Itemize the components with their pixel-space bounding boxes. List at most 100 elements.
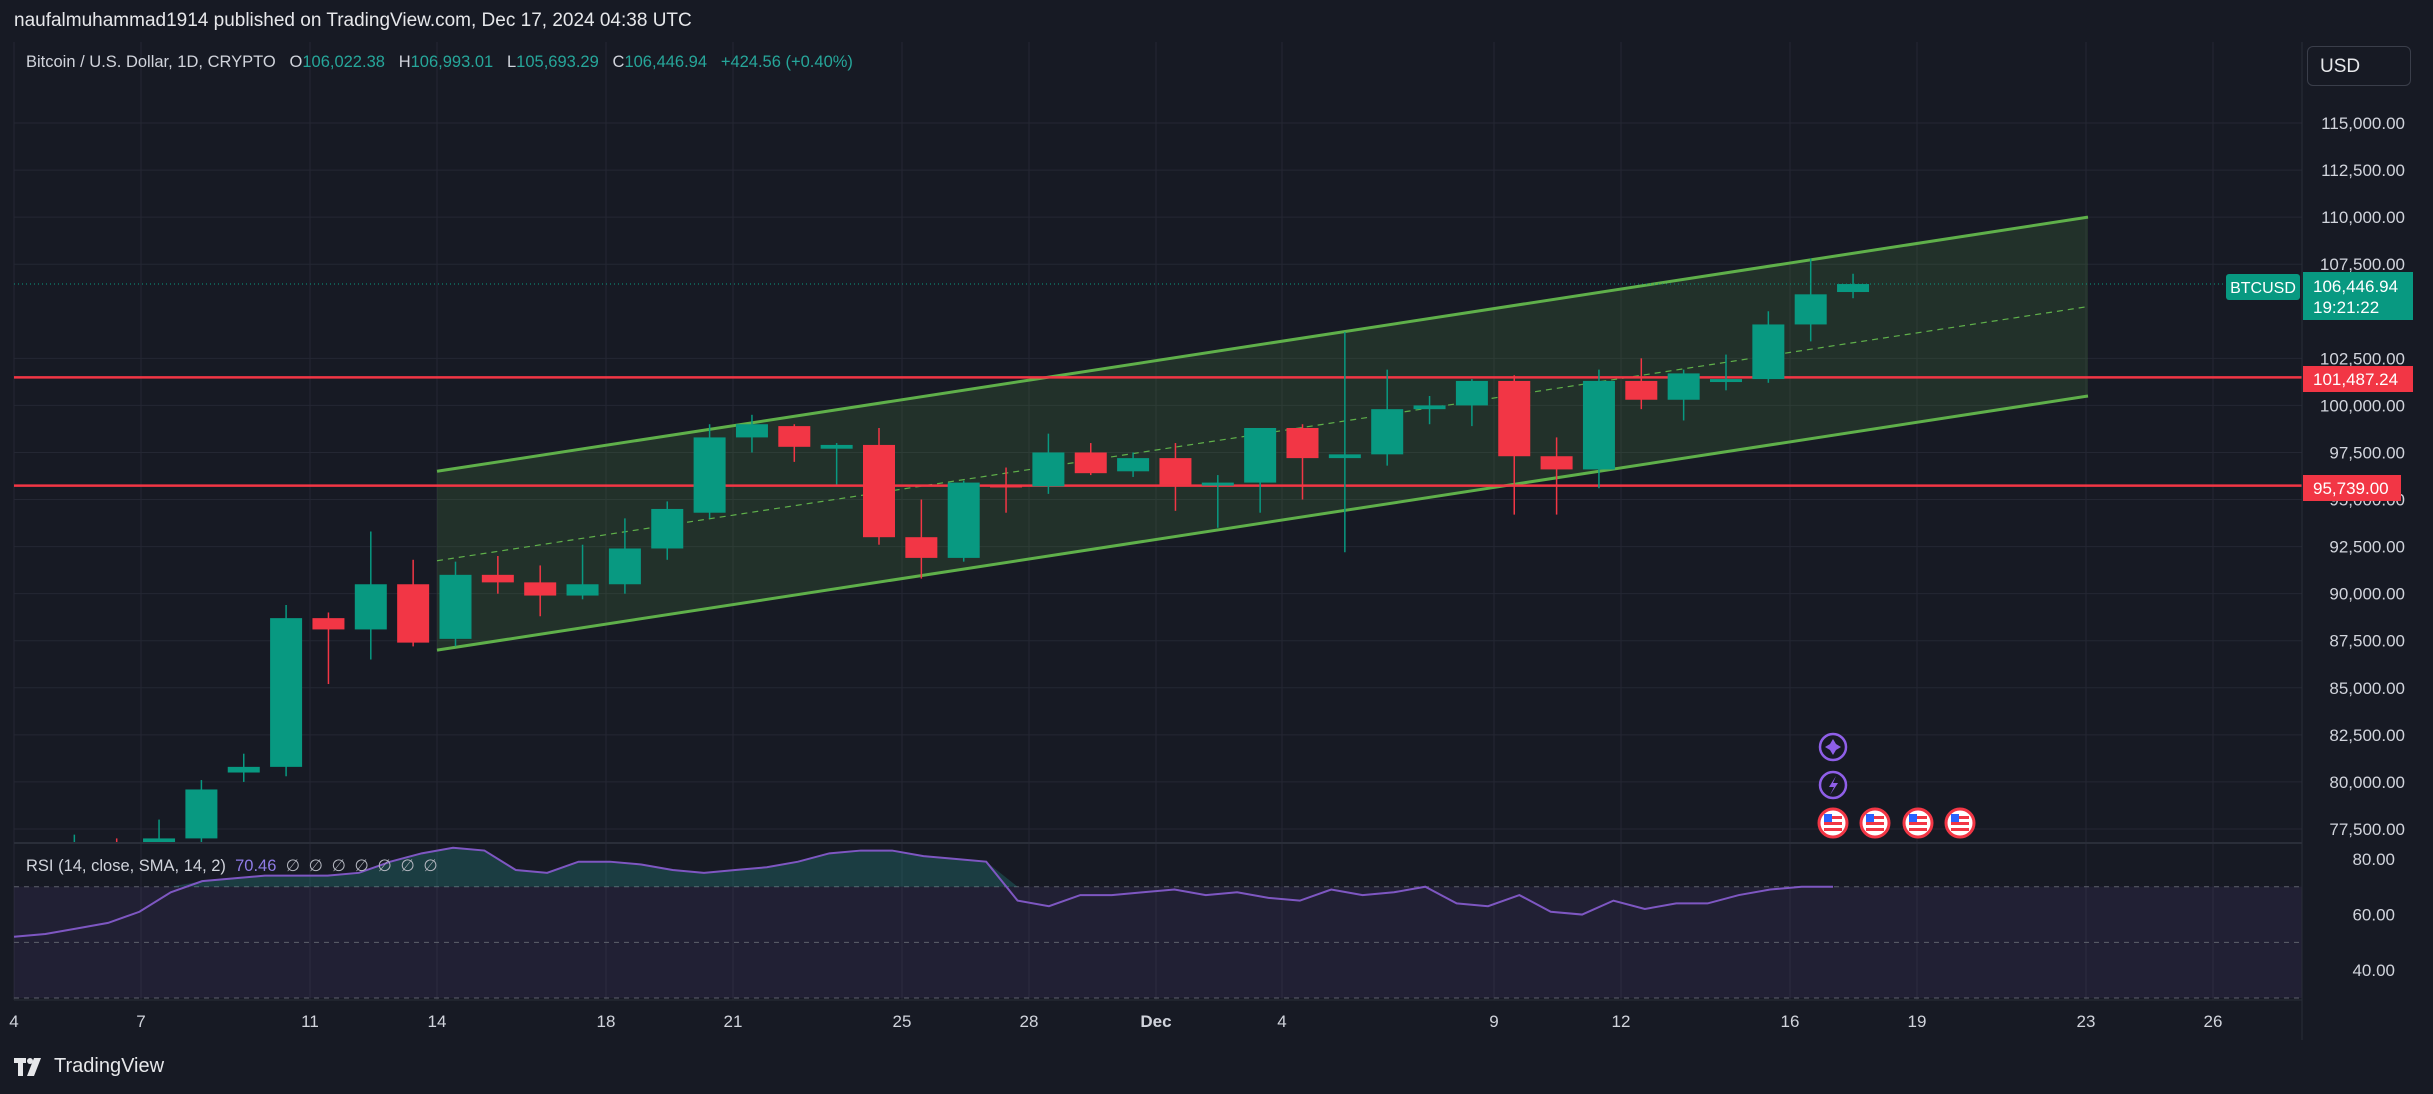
- time-axis[interactable]: 4 7 11 14 18 21 25 28 Dec 4 9 12 16 19 23 26: [9, 1012, 2222, 1031]
- price-axis-label: 107,500.00: [2320, 255, 2405, 274]
- candle: [1498, 375, 1531, 515]
- rsi-label: RSI (14, close, SMA, 14, 2): [26, 857, 226, 875]
- candle: [1540, 437, 1573, 515]
- us-flag-event-icon[interactable]: [1902, 807, 1934, 839]
- high-label: H: [398, 53, 411, 71]
- price-axis-label: 97,500.00: [2329, 443, 2405, 462]
- candle-body: [947, 482, 980, 558]
- candle: [1286, 424, 1319, 500]
- candle: [1667, 369, 1700, 421]
- resistance-tag: 101,487.24: [2313, 370, 2398, 389]
- candle-body: [1752, 324, 1785, 380]
- price-tags: BTCUSD 106,446.94 19:21:22 101,487.24 95…: [2226, 272, 2413, 501]
- candle: [1371, 369, 1404, 466]
- rsi-placeholders: ∅ ∅ ∅ ∅ ∅ ∅ ∅: [285, 857, 440, 875]
- symbol-tag: BTCUSD: [2230, 280, 2296, 297]
- candle-body: [566, 584, 599, 596]
- price-axis-label: 112,500.00: [2321, 161, 2405, 180]
- candle-body: [1625, 380, 1658, 400]
- horizontal-levels[interactable]: [14, 376, 2302, 487]
- lightning-glyph: [1829, 776, 1838, 795]
- open-value: 106,022.38: [302, 53, 385, 71]
- time-axis-label: 21: [724, 1012, 743, 1031]
- price-axis-label: 115,000.00: [2321, 114, 2405, 133]
- rsi-axis: 40.00 60.00 80.00: [2352, 850, 2395, 980]
- price-axis-label: 77,500.00: [2329, 820, 2405, 839]
- price-axis-label: 110,000.00: [2321, 208, 2405, 227]
- candlesticks: [73, 258, 1870, 842]
- time-axis-label: 14: [428, 1012, 447, 1031]
- candle-body: [1159, 458, 1192, 485]
- time-axis-label: 18: [597, 1012, 616, 1031]
- candle: [1837, 273, 1870, 299]
- price-axis[interactable]: 77,500.00 80,000.00 82,500.00 85,000.00 87,5…: [2320, 114, 2405, 839]
- close-value: 106,446.94: [624, 53, 708, 71]
- support-tag: 95,739.00: [2313, 479, 2389, 498]
- price-axis-label: 85,000.00: [2329, 679, 2405, 698]
- time-axis-label: 28: [1020, 1012, 1039, 1031]
- candle: [1710, 354, 1742, 391]
- candle: [1032, 433, 1065, 494]
- low-label: L: [506, 53, 517, 71]
- candle: [1455, 379, 1488, 427]
- rsi-overbought-fill: [14, 847, 1833, 887]
- resistance-tag-bg: [2303, 366, 2413, 392]
- candle-body: [312, 618, 345, 630]
- candle: [1582, 369, 1615, 489]
- event-markers[interactable]: [1817, 732, 1976, 839]
- candle: [524, 565, 557, 617]
- candle: [397, 559, 430, 647]
- time-axis-label: 12: [1612, 1012, 1631, 1031]
- price-axis-label: 80,000.00: [2329, 773, 2405, 792]
- candle: [439, 561, 472, 647]
- open-label: O: [289, 53, 303, 71]
- candle: [1794, 258, 1827, 342]
- candle: [735, 414, 768, 453]
- candle-body: [1498, 380, 1531, 457]
- channel-lower-line[interactable]: [436, 394, 2089, 652]
- us-flag-event-icon[interactable]: [1859, 807, 1891, 839]
- support-tag-bg: [2303, 475, 2401, 501]
- channel-median-line[interactable]: [436, 305, 2089, 562]
- tradingview-brand: TradingView: [54, 1055, 165, 1077]
- candle: [312, 612, 345, 685]
- change-value: +424.56 (+0.40%): [720, 53, 853, 71]
- top-bar: naufalmuhammad1914 published on TradingV…: [0, 0, 2433, 42]
- candle-body: [863, 444, 895, 538]
- tradingview-logo-icon: [14, 1057, 41, 1076]
- currency-button[interactable]: USD: [2307, 46, 2411, 86]
- candle-body: [820, 444, 853, 449]
- candle-body: [354, 584, 387, 630]
- channel-upper-line[interactable]: [436, 215, 2089, 473]
- candle-body: [693, 437, 726, 513]
- candle-body: [1032, 452, 1065, 487]
- time-axis-label: 4: [9, 1012, 18, 1031]
- candle: [1413, 395, 1446, 425]
- candle: [1074, 443, 1107, 476]
- time-axis-label: 9: [1489, 1012, 1498, 1031]
- candle-body: [524, 582, 557, 596]
- us-flag-event-icon[interactable]: [1817, 807, 1849, 839]
- rsi-legend[interactable]: RSI (14, close, SMA, 14, 2) 70.46 ∅ ∅ ∅ …: [26, 856, 440, 876]
- time-axis-label: 23: [2077, 1012, 2096, 1031]
- us-flag-event-icon[interactable]: [1944, 807, 1976, 839]
- grid-lines: [13, 42, 2302, 1000]
- candle: [1159, 443, 1192, 511]
- candle-body: [1710, 379, 1742, 383]
- time-axis-label: 26: [2204, 1012, 2223, 1031]
- last-price-tag: 106,446.94: [2313, 277, 2398, 296]
- low-value: 105,693.29: [516, 53, 599, 71]
- candle-body: [1371, 409, 1404, 455]
- candle-body: [608, 548, 641, 585]
- candle: [1244, 427, 1277, 513]
- time-axis-label: 16: [1781, 1012, 1800, 1031]
- candle-body: [185, 789, 218, 839]
- symbol-legend[interactable]: Bitcoin / U.S. Dollar, 1D, CRYPTO O106,0…: [26, 53, 853, 72]
- tradingview-logo[interactable]: TradingView: [14, 1055, 164, 1078]
- last-price-tag-bg: [2303, 272, 2413, 320]
- candle: [693, 424, 726, 519]
- time-axis-label: 11: [301, 1012, 319, 1031]
- candle: [143, 819, 176, 842]
- candle-body: [1117, 458, 1150, 472]
